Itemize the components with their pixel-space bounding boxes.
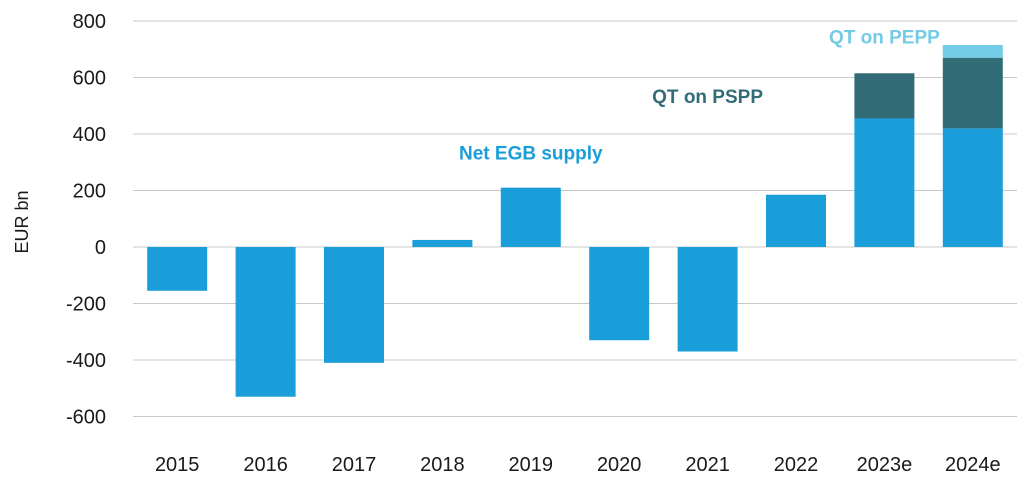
x-tick-label: 2017 <box>332 454 377 476</box>
y-tick-label: 200 <box>73 181 106 203</box>
y-tick-label: -200 <box>66 294 106 316</box>
x-tick-label: 2019 <box>509 454 554 476</box>
annotation-label: Net EGB supply <box>459 143 603 164</box>
x-tick-label: 2015 <box>155 454 200 476</box>
x-tick-label: 2024e <box>945 454 1001 476</box>
bars <box>147 45 1003 397</box>
x-tick-label: 2018 <box>420 454 465 476</box>
bar-segment <box>677 247 738 352</box>
y-tick-label: 800 <box>73 11 106 33</box>
x-axis-ticks: 2015 2016 2017 2018 2019 2020 2021 2022 2023e 202… <box>155 454 1001 476</box>
bar-segment <box>854 118 915 248</box>
bar-segment <box>766 194 826 247</box>
y-tick-label: 0 <box>95 237 106 259</box>
bar-segment <box>500 187 561 247</box>
y-tick-label: -400 <box>66 350 106 372</box>
x-tick-label: 2022 <box>774 454 819 476</box>
bar-segment <box>147 247 208 291</box>
annotation-label: QT on PEPP <box>829 28 940 49</box>
annotation-label: QT on PSPP <box>652 87 763 108</box>
bar-segment <box>942 128 1003 247</box>
bar-segment <box>412 239 473 247</box>
y-tick-label: 400 <box>73 124 106 146</box>
bar-segment <box>589 247 650 341</box>
y-tick-label: -600 <box>66 407 106 429</box>
y-axis-ticks: 800 600 400 200 0 -200 -400 -600 <box>66 11 106 429</box>
y-axis-label: EUR bn <box>12 190 32 253</box>
bar-segment <box>942 45 1003 58</box>
x-tick-label: 2021 <box>685 454 730 476</box>
bar-segment <box>854 73 915 119</box>
x-tick-label: 2016 <box>243 454 288 476</box>
bar-segment <box>235 247 296 397</box>
bar-segment <box>942 57 1003 129</box>
bar-segment <box>324 247 384 363</box>
x-tick-label: 2023e <box>857 454 913 476</box>
x-tick-label: 2020 <box>597 454 642 476</box>
y-tick-label: 600 <box>73 68 106 90</box>
annotations: Net EGB supply QT on PSPP QT on PEPP <box>459 28 940 165</box>
